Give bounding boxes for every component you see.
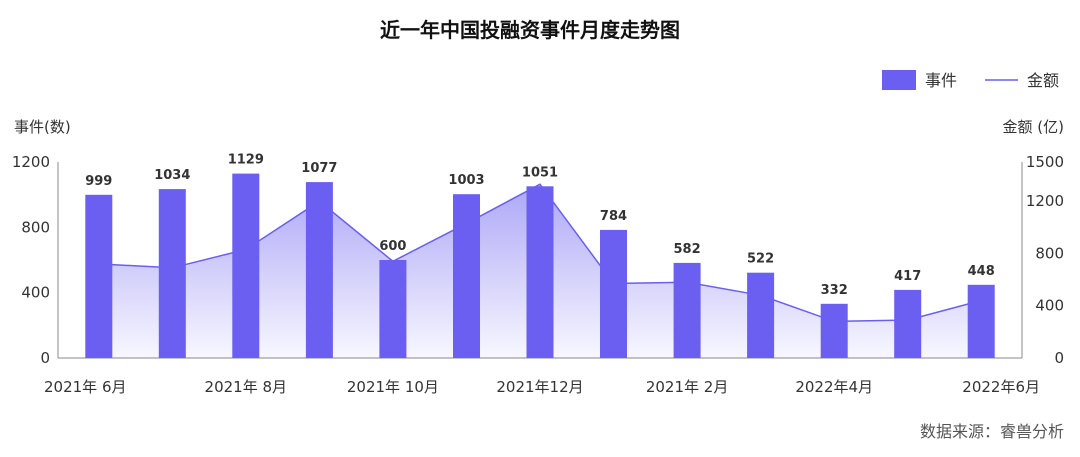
- data-label-7: 784: [600, 209, 627, 224]
- y-right-axis-title: 金额 (亿): [1003, 118, 1064, 136]
- bar-11: [894, 289, 922, 358]
- data-label-8: 582: [674, 242, 701, 257]
- y-right-tick-4: 1500: [1026, 153, 1064, 171]
- data-label-0: 999: [85, 174, 112, 189]
- bar-10: [820, 303, 848, 358]
- data-source: 数据来源：睿兽分析: [920, 422, 1064, 441]
- data-label-4: 600: [379, 239, 406, 254]
- bar-4: [379, 260, 407, 358]
- y-right-tick-2: 800: [1035, 245, 1064, 263]
- data-label-11: 417: [894, 269, 921, 284]
- data-label-3: 1077: [301, 161, 337, 176]
- chart-title: 近一年中国投融资事件月度走势图: [380, 18, 680, 42]
- legend-label-amount: 金额: [1027, 71, 1059, 90]
- data-label-10: 332: [821, 283, 848, 298]
- y-left-tick-1: 400: [21, 284, 50, 302]
- data-label-6: 1051: [522, 165, 558, 180]
- x-tick-4: 2021年 10月: [347, 378, 439, 396]
- bar-5: [453, 194, 480, 358]
- y-right-tick-3: 1200: [1026, 192, 1064, 210]
- data-label-5: 1003: [448, 173, 484, 188]
- bar-6: [526, 186, 554, 358]
- bar-7: [600, 229, 627, 358]
- bar-0: [85, 194, 113, 358]
- y-left-tick-0: 0: [40, 349, 50, 367]
- bar-2: [232, 173, 260, 358]
- data-label-9: 522: [747, 252, 774, 267]
- bar-3: [305, 182, 333, 358]
- legend-bar-swatch: [882, 70, 916, 90]
- legend-label-events: 事件: [925, 71, 957, 90]
- bar-9: [747, 272, 775, 358]
- x-tick-6: 2021年12月: [496, 378, 583, 396]
- data-label-1: 1034: [154, 168, 190, 183]
- bar-8: [673, 262, 701, 358]
- x-tick-8: 2021年 2月: [646, 378, 729, 396]
- data-label-2: 1129: [228, 153, 264, 168]
- x-tick-0: 2021年 6月: [44, 378, 127, 396]
- data-label-12: 448: [968, 264, 995, 279]
- y-right-tick-1: 400: [1035, 297, 1064, 315]
- x-tick-12: 2022年6月: [962, 378, 1040, 396]
- bar-12: [967, 284, 995, 358]
- y-left-axis-title: 事件(数): [14, 118, 71, 136]
- y-right-tick-0: 0: [1054, 349, 1064, 367]
- x-tick-2: 2021年 8月: [205, 378, 288, 396]
- bar-1: [158, 189, 186, 358]
- x-tick-10: 2022年4月: [795, 378, 873, 396]
- y-left-tick-3: 1200: [12, 153, 50, 171]
- y-left-tick-2: 800: [21, 218, 50, 236]
